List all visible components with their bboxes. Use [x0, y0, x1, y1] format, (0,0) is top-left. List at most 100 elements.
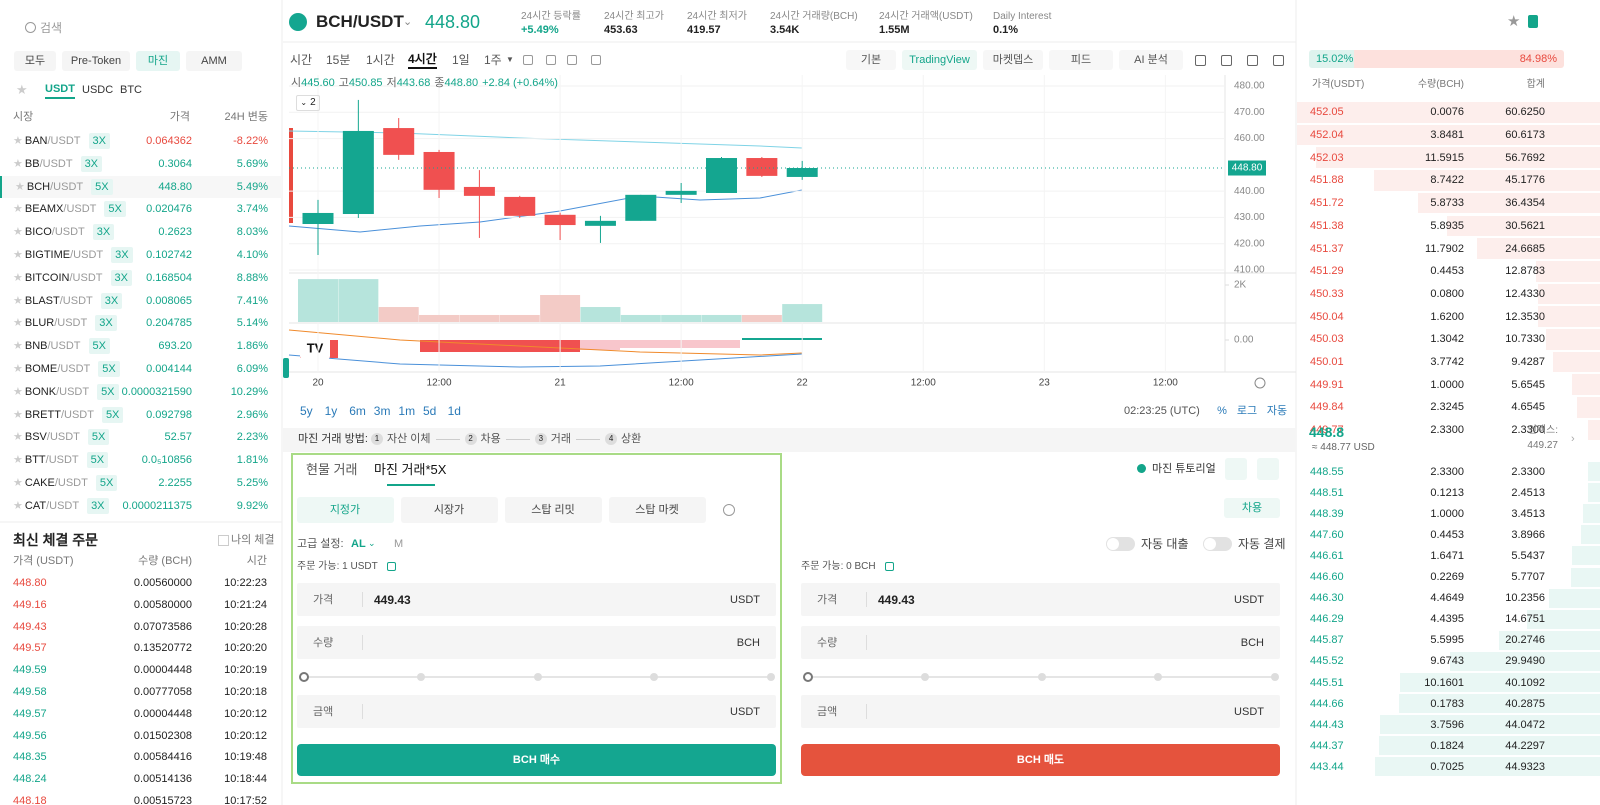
market-row[interactable]: ★ BLUR/USDT 3X 0.204785 5.14% — [0, 312, 282, 334]
range-button[interactable]: 1d — [447, 404, 461, 418]
market-row[interactable]: ★ BLAST/USDT 3X 0.008065 7.41% — [0, 290, 282, 312]
view-button[interactable]: TradingView — [902, 50, 977, 70]
order-type-tab[interactable]: 스탑 마켓 — [609, 497, 706, 523]
book-row[interactable]: 446.30 4.4649 10.2356 — [1297, 588, 1600, 609]
book-row[interactable]: 451.37 11.7902 24.6685 — [1297, 237, 1600, 260]
tool-icon[interactable] — [1221, 55, 1232, 66]
book-row[interactable]: 444.37 0.1824 44.2297 — [1297, 735, 1600, 756]
interval-tab[interactable]: 1시간 — [366, 53, 395, 67]
interval-tab[interactable]: 1주 — [484, 53, 502, 67]
slider-stop[interactable] — [416, 673, 425, 681]
trade-tab[interactable]: 마진 거래*5X — [374, 462, 447, 477]
tool-icon[interactable] — [1273, 55, 1284, 66]
pair-name[interactable]: BCH/USDT — [316, 12, 404, 31]
book-row[interactable]: 446.60 0.2269 5.7707 — [1297, 567, 1600, 588]
book-row[interactable]: 450.03 1.3042 10.7330 — [1297, 328, 1600, 351]
m-option[interactable]: M — [394, 538, 404, 550]
book-row[interactable]: 449.84 2.3245 4.6545 — [1297, 396, 1600, 419]
trade-tab[interactable]: 현물 거래 — [306, 462, 358, 477]
scale-option[interactable]: 로그 — [1236, 405, 1258, 417]
slider-stop[interactable] — [1271, 673, 1279, 681]
view-button[interactable]: AI 분석 — [1119, 50, 1183, 70]
input-field[interactable]: 가격 449.43 USDT — [801, 583, 1280, 616]
interval-tab[interactable]: 1일 — [452, 53, 470, 67]
book-row[interactable]: 445.52 9.6743 29.9490 — [1297, 651, 1600, 672]
market-row[interactable]: ★ BONK/USDT 5X 0.0000321590 10.29% — [0, 381, 282, 403]
view-button[interactable]: 마켓뎁스 — [983, 50, 1043, 70]
quote-tab[interactable]: USDC — [82, 84, 114, 96]
range-button[interactable]: 1m — [398, 404, 416, 418]
market-row[interactable]: ★ CAKE/USDT 5X 2.2255 5.25% — [0, 472, 282, 494]
chart-toggle-icon[interactable] — [1225, 458, 1247, 480]
favorite-button[interactable]: ★ — [1507, 13, 1521, 30]
range-button[interactable]: 5y — [300, 404, 313, 418]
transfer-icon[interactable] — [885, 562, 894, 571]
book-row[interactable]: 450.01 3.7742 9.4287 — [1297, 351, 1600, 374]
slider-stop[interactable] — [299, 672, 309, 682]
book-row[interactable]: 452.05 0.0076 60.6250 — [1297, 101, 1600, 124]
book-row[interactable]: 446.29 4.4395 14.6751 — [1297, 609, 1600, 630]
order-type-tab[interactable]: 지정가 — [297, 497, 394, 523]
borrow-button[interactable]: 차용 — [1224, 498, 1280, 518]
input-field[interactable]: 가격 449.43 USDT — [297, 583, 776, 616]
settings-toggle-icon[interactable] — [1257, 458, 1279, 480]
market-row[interactable]: ★ BB/USDT 3X 0.3064 5.69% — [0, 153, 282, 175]
market-row[interactable]: ★ BIGTIME/USDT 3X 0.102742 4.10% — [0, 244, 282, 266]
market-tab[interactable]: 모두 — [14, 51, 56, 71]
slider-stop[interactable] — [803, 672, 813, 682]
tutorial-link[interactable]: 마진 튜토리얼 — [1152, 463, 1216, 475]
collapse-button[interactable]: ⌄ 2 — [296, 95, 320, 111]
order-type-tab[interactable]: 스탑 리밋 — [505, 497, 602, 523]
submit-button[interactable]: BCH 매수 — [297, 744, 776, 776]
book-row[interactable]: 448.51 0.1213 2.4513 — [1297, 482, 1600, 503]
slider-stop[interactable] — [767, 673, 775, 681]
market-row[interactable]: ★ BSV/USDT 5X 52.57 2.23% — [0, 426, 282, 448]
market-tab[interactable]: AMM — [186, 51, 242, 71]
range-button[interactable]: 3m — [373, 404, 391, 418]
book-row[interactable]: 451.72 5.8733 36.4354 — [1297, 192, 1600, 215]
tool-icon[interactable] — [523, 55, 533, 65]
input-field[interactable]: 금액 USDT — [297, 695, 776, 728]
book-row[interactable]: 445.51 10.1601 40.1092 — [1297, 672, 1600, 693]
book-row[interactable]: 452.03 11.5915 56.7692 — [1297, 146, 1600, 169]
book-row[interactable]: 443.44 0.7025 44.9323 — [1297, 756, 1600, 777]
scale-option[interactable]: % — [1217, 405, 1227, 417]
view-button[interactable]: 기본 — [846, 50, 896, 70]
book-row[interactable]: 451.29 0.4453 12.8783 — [1297, 260, 1600, 283]
book-row[interactable]: 446.61 1.6471 5.5437 — [1297, 545, 1600, 566]
slider-stop[interactable] — [1037, 673, 1046, 681]
market-row[interactable]: ★ BICO/USDT 3X 0.2623 8.03% — [0, 221, 282, 243]
book-row[interactable]: 445.87 5.5995 20.2746 — [1297, 630, 1600, 651]
book-row[interactable]: 450.04 1.6200 12.3530 — [1297, 305, 1600, 328]
range-button[interactable]: 6m — [349, 404, 366, 418]
my-trades-toggle[interactable]: 나의 체결 — [231, 534, 275, 546]
market-row[interactable]: ★ BITCOIN/USDT 3X 0.168504 8.88% — [0, 267, 282, 289]
market-tab[interactable]: 마진 — [136, 51, 180, 71]
market-row[interactable]: ★ BAN/USDT 3X 0.064362 -8.22% — [0, 130, 282, 152]
interval-tab[interactable]: 15분 — [326, 53, 351, 67]
book-row[interactable]: 449.91 1.0000 5.6545 — [1297, 373, 1600, 396]
view-button[interactable]: 피드 — [1049, 50, 1113, 70]
market-row[interactable]: ★ BCH/USDT 5X 448.80 5.49% — [0, 175, 282, 198]
market-row[interactable]: ★ BEAMX/USDT 5X 0.020476 3.74% — [0, 198, 282, 220]
book-row[interactable]: 447.60 0.4453 3.8966 — [1297, 524, 1600, 545]
market-row[interactable]: ★ BOME/USDT 5X 0.004144 6.09% — [0, 358, 282, 380]
tool-icon[interactable] — [1247, 55, 1258, 66]
book-row[interactable]: 444.43 3.7596 44.0472 — [1297, 714, 1600, 735]
al-select[interactable]: AL — [351, 538, 366, 550]
scale-option[interactable]: 자동 — [1266, 405, 1288, 417]
input-field[interactable]: 금액 USDT — [801, 695, 1280, 728]
book-row[interactable]: 451.88 8.7422 45.1776 — [1297, 169, 1600, 192]
book-row[interactable]: 444.66 0.1783 40.2875 — [1297, 693, 1600, 714]
tool-icon[interactable] — [1195, 55, 1206, 66]
market-tab[interactable]: Pre-Token — [62, 51, 130, 71]
submit-button[interactable]: BCH 매도 — [801, 744, 1280, 776]
slider-stop[interactable] — [920, 673, 929, 681]
book-row[interactable]: 448.55 2.3300 2.3300 — [1297, 461, 1600, 482]
range-button[interactable]: 1y — [324, 404, 338, 418]
input-field[interactable]: 수량 BCH — [297, 626, 776, 659]
interval-tab[interactable]: 시간 — [290, 53, 313, 67]
market-row[interactable]: ★ CAT/USDT 3X 0.0000211375 9.92% — [0, 495, 282, 517]
interval-tab[interactable]: 4시간 — [408, 51, 437, 69]
search-input[interactable]: 검색 — [40, 21, 63, 35]
